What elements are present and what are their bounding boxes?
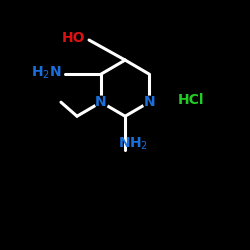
Text: HO: HO <box>62 31 85 45</box>
Text: N: N <box>95 95 107 109</box>
Text: HCl: HCl <box>177 93 204 107</box>
Text: N: N <box>143 95 155 109</box>
Text: NH$_2$: NH$_2$ <box>118 136 148 152</box>
Text: H$_2$N: H$_2$N <box>31 65 62 81</box>
